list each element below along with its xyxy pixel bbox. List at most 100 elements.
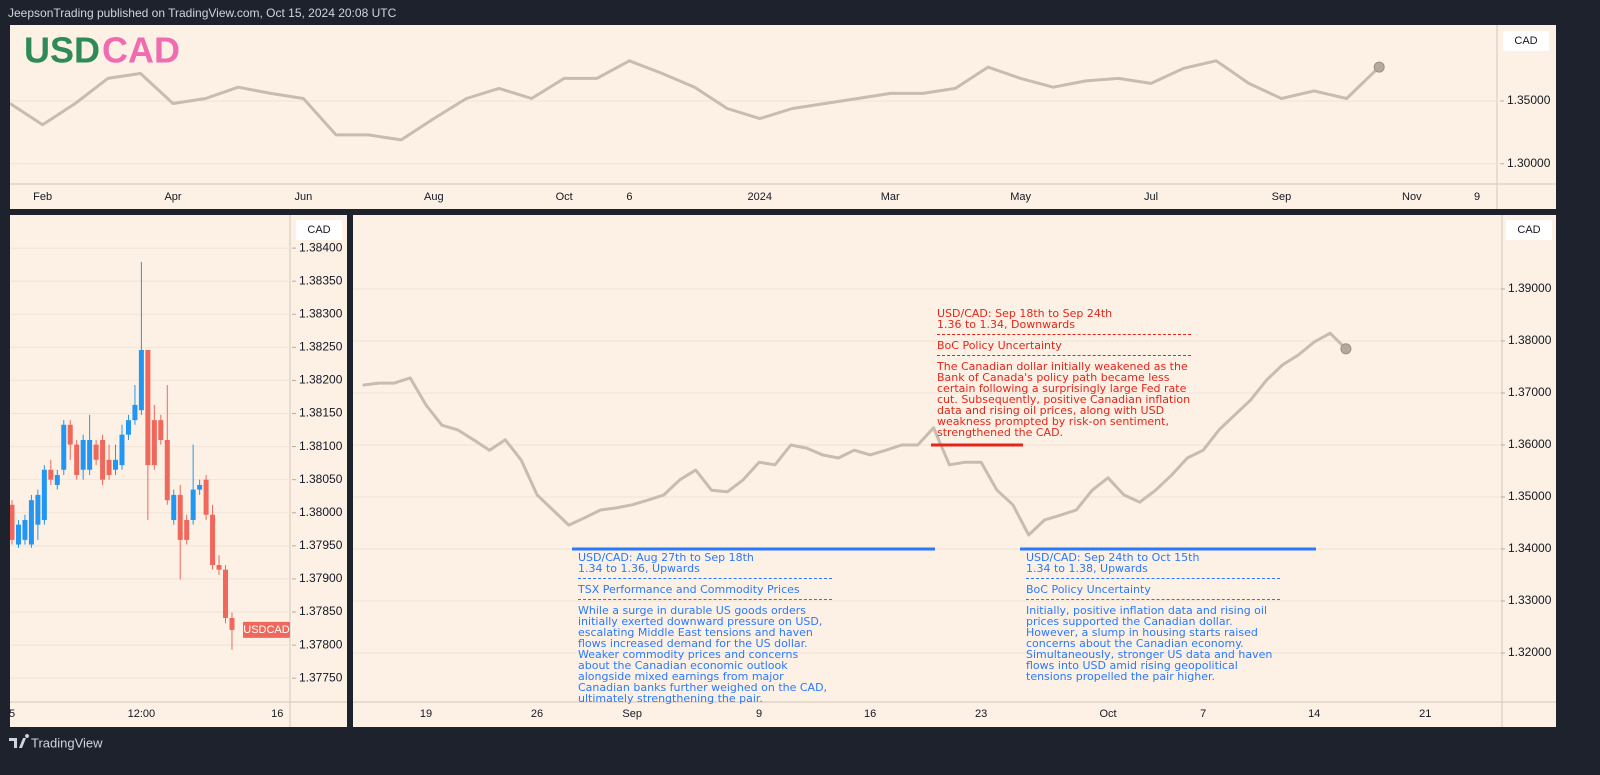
x-tick-label: 7 [1200,708,1206,720]
annotation-separator [578,578,832,579]
candle-body [22,520,28,540]
y-tick-label: 1.37800 [299,637,343,651]
price-line [10,59,1381,142]
publish-info: JeepsonTrading published on TradingView.… [8,6,397,20]
annotation-text: The Canadian dollar initially weakened a… [937,360,1191,439]
x-tick-label: 19 [420,708,432,720]
candle-body [171,494,177,521]
y-tick-label: 1.34000 [1508,541,1552,555]
x-tick-label: Feb [33,191,52,203]
x-tick-label: 21 [1419,708,1431,720]
annotation-topic: TSX Performance and Commodity Prices [578,583,800,596]
x-tick-label: 9 [1474,191,1480,203]
candle-body [28,500,34,545]
x-tick-label: 2024 [748,191,772,203]
y-tick-label: 1.37950 [299,538,343,552]
x-tick-label: Sep [1272,191,1292,203]
x-tick-label: Mar [881,191,900,203]
y-tick-label: 1.38000 [299,505,343,519]
candle-body [93,444,99,460]
y-tick-label: 1.39000 [1508,281,1552,295]
candle-body [223,569,229,618]
annotation-separator [937,355,1191,356]
symbol-tag [243,621,290,638]
candle-body [61,424,67,470]
candle-body [145,349,151,466]
annotation-text: While a surge in durable US goods orders… [578,604,828,705]
candle-body [138,349,144,411]
annotation: USD/CAD: Aug 27th to Sep 18th 1.34 to 1.3… [578,552,832,704]
axis-unit: CAD [1517,224,1540,236]
unit-box [1506,220,1552,240]
symbol-tag-label: USDCAD [243,624,290,636]
x-tick-label: Jul [1144,191,1158,203]
annotation-title: USD/CAD: Sep 18th to Sep 24th [937,307,1113,320]
candle-body [216,565,222,570]
y-tick-label: 1.35000 [1507,93,1551,107]
candle-body [15,524,21,545]
y-tick-label: 1.38150 [299,406,343,420]
candle-body [41,469,47,521]
candle-body [35,494,41,525]
x-tick-label: 23 [975,708,987,720]
y-tick-label: 1.35000 [1508,489,1552,503]
candle-body [106,459,112,476]
x-tick-label: 12:00 [128,708,156,720]
candle-body [229,617,235,630]
candle-body [48,469,54,480]
x-tick-label: May [1010,191,1031,203]
annotation-subtitle: 1.36 to 1.34, Downwards [937,318,1075,331]
candle-body [67,424,73,445]
price-line [362,331,1347,537]
annotation-topic: BoC Policy Uncertainty [937,339,1062,352]
candle-body [100,439,106,480]
annotation-text: Initially, positive inflation data and r… [1026,604,1273,683]
last-price-dot [1373,61,1385,73]
y-tick-label: 1.30000 [1507,156,1551,170]
annotation-title: USD/CAD: Sep 24th to Oct 15th [1026,551,1200,564]
x-tick-label: Oct [556,191,573,203]
x-tick-label: Apr [164,191,181,203]
annotation-separator [937,334,1191,335]
candle-body [158,420,164,440]
annotation: USD/CAD: Sep 18th to Sep 24th 1.36 to 1.3… [937,308,1191,438]
axis-unit: CAD [1514,35,1537,47]
right-panel [353,215,1556,727]
candle-body [190,489,196,521]
candle-body [54,475,60,485]
y-tick-label: 1.36000 [1508,437,1552,451]
footer-brand: TradingView [31,735,103,750]
y-tick-label: 1.37850 [299,604,343,618]
y-tick-label: 1.37900 [299,571,343,585]
plot [10,247,290,679]
candle-body [184,520,190,540]
candle-body [210,514,216,566]
annotation-separator [1026,578,1280,579]
candle-body [132,404,138,421]
annotation-subtitle: 1.34 to 1.38, Upwards [1026,562,1148,575]
y-tick-label: 1.38050 [299,472,343,486]
candle-body [80,439,86,470]
candle-body [151,420,157,466]
y-tick-label: 1.38100 [299,439,343,453]
candle-body [113,459,119,470]
annotation-title: USD/CAD: Aug 27th to Sep 18th [578,551,754,564]
annotation-subtitle: 1.34 to 1.36, Upwards [578,562,700,575]
x-tick-label: 16 [271,708,283,720]
symbol-base: USD [24,30,100,71]
x-tick-label: Sep [622,708,642,720]
annotation: USD/CAD: Sep 24th to Oct 15th 1.34 to 1.3… [1026,552,1280,682]
annotation-separator [578,599,832,600]
left-panel [10,215,347,727]
candle-body [119,434,125,466]
top-panel [10,25,1556,209]
y-tick-label: 1.38250 [299,340,343,354]
y-tick-label: 1.33000 [1508,593,1552,607]
candle-body [10,504,15,540]
x-tick-label: Jun [295,191,313,203]
y-tick-label: 1.38000 [1508,333,1552,347]
y-tick-label: 1.38200 [299,373,343,387]
y-tick-label: 1.38400 [299,240,343,254]
